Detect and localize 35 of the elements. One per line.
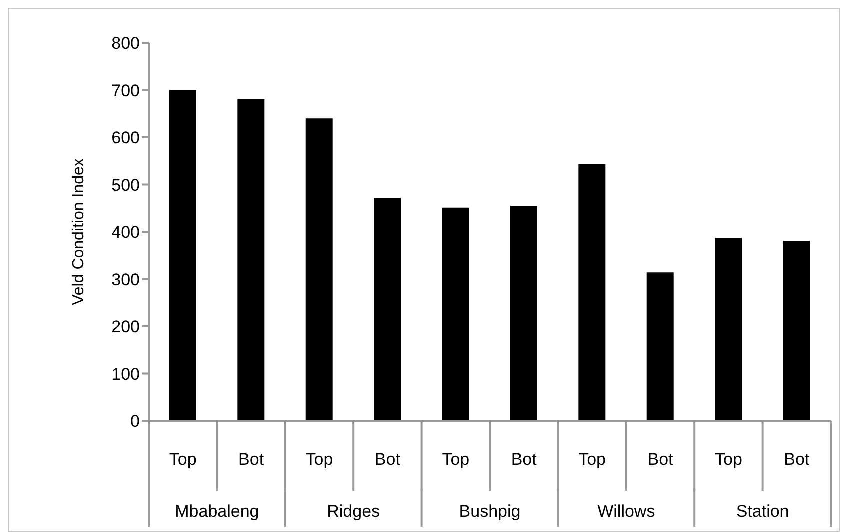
y-tick-label: 600 <box>112 128 140 148</box>
x-tick-label: Top <box>714 450 742 469</box>
x-tick-label: Bot <box>374 450 401 469</box>
bar <box>510 206 538 421</box>
bar <box>646 272 674 421</box>
bar <box>783 240 810 421</box>
y-tick-label: 700 <box>112 81 140 100</box>
x-tick-label: Top <box>578 450 606 469</box>
text: Bushpig <box>459 502 521 521</box>
x-tick-label: Bot <box>784 450 810 469</box>
y-tick-label: 0 <box>130 412 140 432</box>
text: Mbabaleng <box>175 502 260 521</box>
bar <box>578 164 606 421</box>
y-tick-label: 300 <box>112 270 140 290</box>
y-tick-label: 100 <box>112 364 140 384</box>
bar <box>169 90 196 421</box>
y-tick-label: 400 <box>112 223 140 242</box>
y-tick-label: 500 <box>112 176 140 195</box>
x-tick-label: Top <box>306 450 334 469</box>
x-tick-label: Top <box>169 450 197 469</box>
text: Station <box>736 502 790 521</box>
bar <box>715 238 742 421</box>
text: Willows <box>598 502 656 521</box>
x-tick-label: Bot <box>511 450 538 469</box>
bar <box>306 118 333 421</box>
bar <box>442 208 470 421</box>
x-tick-label: Top <box>442 450 470 469</box>
y-tick-label: 800 <box>112 34 140 54</box>
bar <box>238 99 265 421</box>
y-tick-label: 200 <box>112 318 140 337</box>
x-tick-label: Bot <box>238 450 264 469</box>
bar <box>374 198 402 421</box>
y-axis-title: Veld Condition Index <box>70 158 88 306</box>
text: Ridges <box>327 502 380 521</box>
x-tick-label: Bot <box>648 450 674 469</box>
